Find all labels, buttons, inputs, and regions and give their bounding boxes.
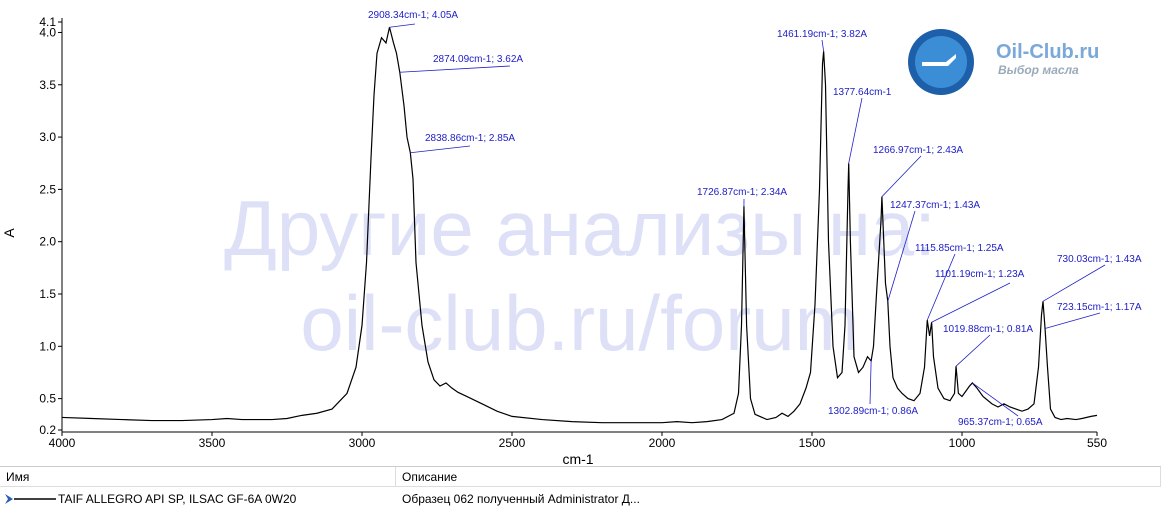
logo: Oil-Club.ru Выбор масла — [908, 29, 1099, 95]
y-tick-label: 4.0 — [39, 25, 56, 39]
annotation-leader — [955, 334, 991, 367]
annotation-label: 1019.88cm-1; 0.81A — [943, 324, 1033, 335]
annotation-label: 1461.19cm-1; 3.82A — [777, 29, 867, 40]
annotation-label: 1266.97cm-1; 2.43A — [873, 145, 963, 156]
annotation-leader — [410, 145, 471, 154]
x-tick-label: 2000 — [649, 436, 676, 450]
annotation-leader — [1042, 264, 1106, 302]
x-axis-label: cm-1 — [562, 451, 593, 466]
annotation-label: 1302.89cm-1; 0.86A — [828, 406, 918, 417]
watermark: oil-club.ru/forum — [300, 279, 859, 367]
row-description[interactable]: Образец 062 полученный Administrator Д..… — [402, 492, 640, 506]
y-tick-label: 1.0 — [39, 339, 56, 353]
annotation-label: 1101.19cm-1; 1.23A — [935, 269, 1025, 280]
header-cell[interactable]: Описание — [396, 467, 1161, 487]
annotation-label: 1726.87cm-1; 2.34A — [697, 187, 787, 198]
row-icon — [5, 494, 56, 504]
annotation-leader — [869, 360, 872, 405]
y-tick-label: 2.0 — [39, 235, 56, 249]
y-tick-label: 2.5 — [39, 182, 56, 196]
annotation-label: 730.03cm-1; 1.43A — [1057, 254, 1142, 265]
annotation-leader — [887, 210, 916, 302]
annotation-label: 965.37cm-1; 0.65A — [958, 417, 1043, 428]
y-tick-label: 3.5 — [39, 78, 56, 92]
annotation-label: 2908.34cm-1; 4.05A — [368, 10, 458, 21]
annotation-label: 2874.09cm-1; 3.62A — [433, 54, 523, 65]
annotation-label: 2838.86cm-1; 2.85A — [425, 133, 515, 144]
x-tick-label: 4000 — [49, 436, 76, 450]
annotation-label: 1115.85cm-1; 1.25A — [915, 243, 1004, 254]
logo-can — [922, 54, 956, 66]
y-axis-label: A — [1, 228, 17, 238]
logo-title: Oil-Club.ru — [996, 41, 1099, 63]
x-tick-label: 3500 — [199, 436, 226, 450]
annotation-leader — [926, 253, 956, 321]
logo-subtitle: Выбор масла — [998, 63, 1079, 77]
annotation-label: 723.15cm-1; 1.17A — [1057, 302, 1142, 313]
x-tick-label: 1500 — [799, 436, 826, 450]
annotation-leader — [848, 97, 863, 164]
annotation-leader — [931, 282, 1011, 323]
y-tick-label: 3.0 — [39, 130, 56, 144]
x-tick-label: 550 — [1087, 436, 1107, 450]
table: Имя Описание TAIF ALLEGRO API SP, ILSAC … — [0, 466, 1161, 508]
x-tick-label: 2500 — [499, 436, 526, 450]
y-tick-label: 0.2 — [39, 423, 56, 437]
annotation-leader — [389, 23, 416, 28]
y-tick-label: 0.5 — [39, 392, 56, 406]
annotation-leader — [1044, 312, 1101, 329]
annotation-leader — [972, 382, 1019, 417]
y-tick-label: 1.5 — [39, 287, 56, 301]
row-name[interactable]: TAIF ALLEGRO API SP, ILSAC GF-6A 0W20 — [58, 492, 297, 506]
annotation-leader — [821, 39, 825, 52]
annotation-label: 1377.64cm-1 — [833, 87, 892, 98]
annotation-leader — [399, 65, 511, 73]
annotation-leader — [881, 155, 922, 197]
x-tick-label: 1000 — [949, 436, 976, 450]
y-tick-label: 4.1 — [39, 15, 56, 29]
chart: Другие анализы на: oil-club.ru/forum Oil… — [1, 10, 1142, 466]
x-tick-label: 3000 — [349, 436, 376, 450]
header-cell[interactable]: Имя — [0, 467, 396, 487]
spectrum-line — [61, 27, 1098, 424]
annotation-label: 1247.37cm-1; 1.43A — [890, 200, 980, 211]
